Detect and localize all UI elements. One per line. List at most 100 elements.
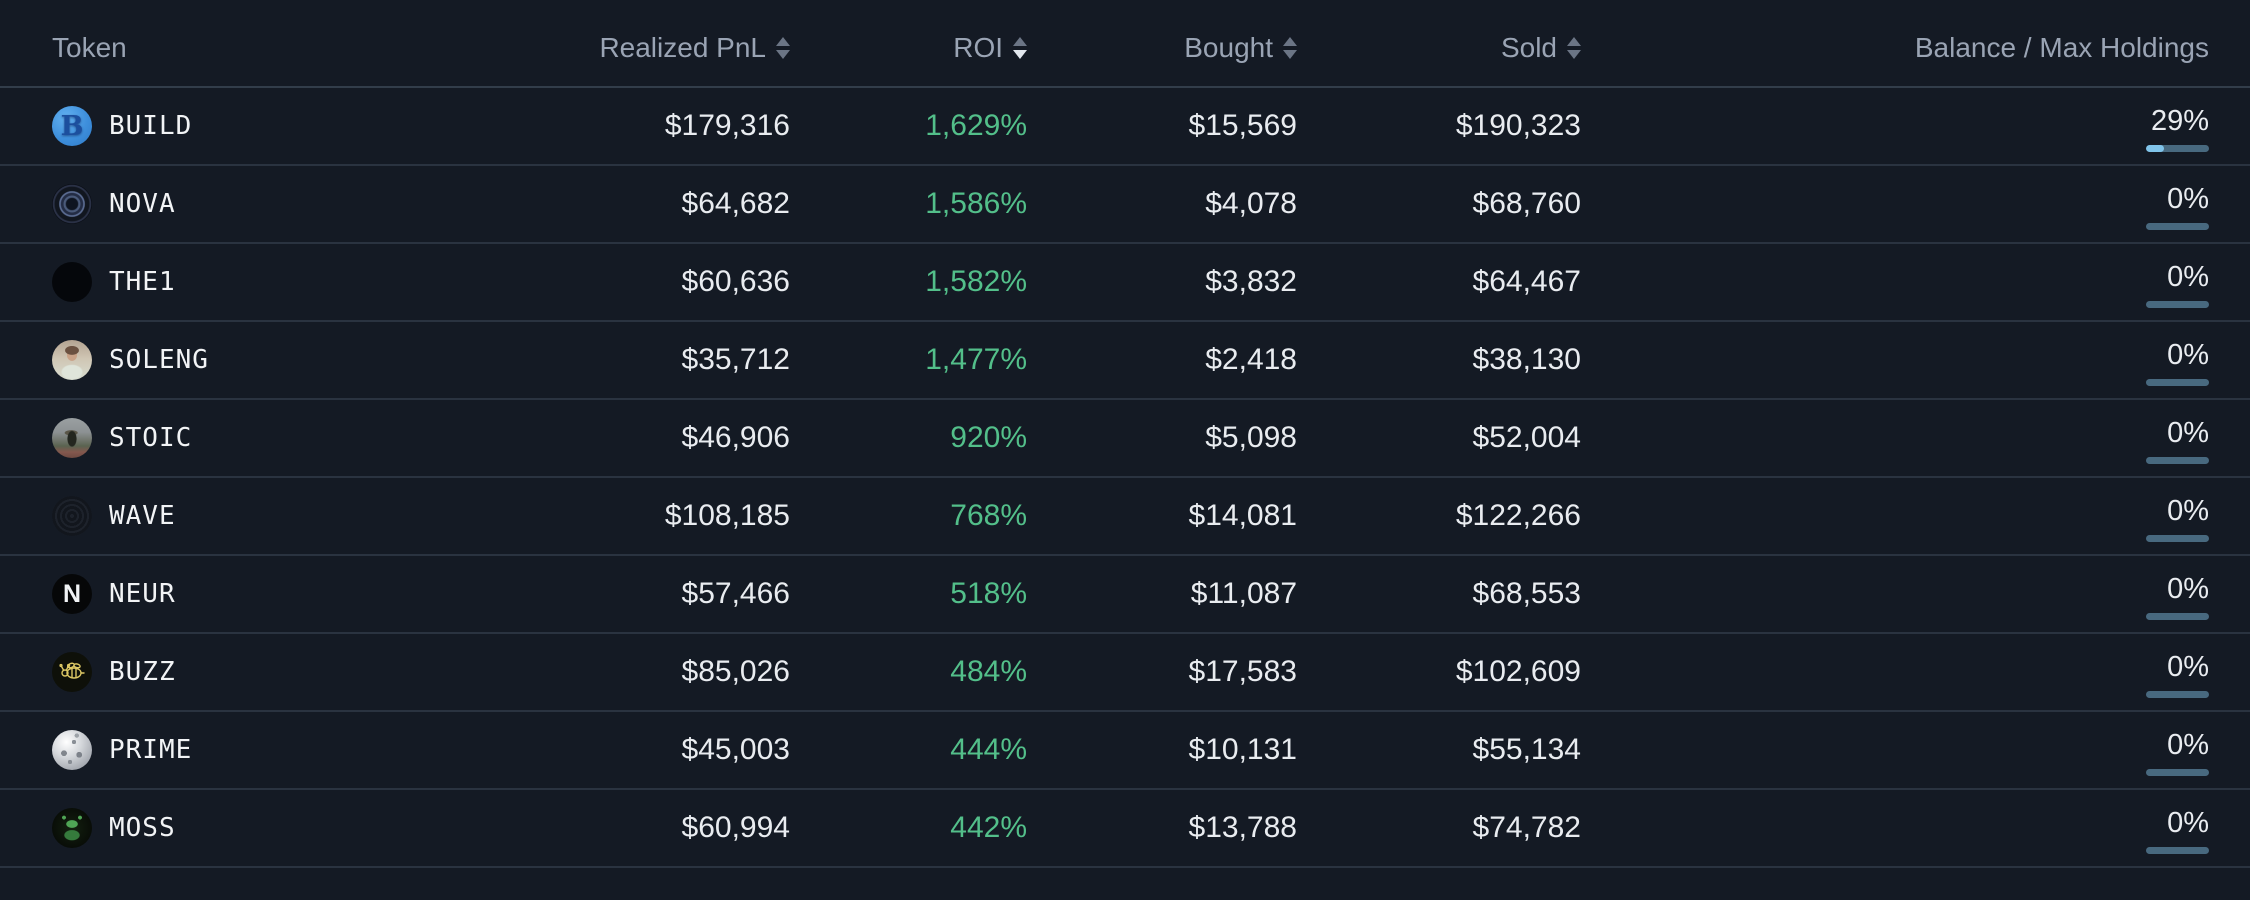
- column-header-sold[interactable]: Sold: [1297, 32, 1581, 64]
- balance-cell: 0%: [1581, 569, 2209, 620]
- column-label: Realized PnL: [599, 32, 766, 63]
- column-header-bought[interactable]: Bought: [1027, 32, 1297, 64]
- table-header: Token Realized PnL ROI Bought Sold Balan…: [0, 0, 2250, 88]
- table-row[interactable]: N: [0, 556, 2250, 634]
- column-label: Bought: [1184, 32, 1273, 63]
- roi-value: 768%: [950, 499, 1027, 532]
- table-row[interactable]: STOIC $46,906 920% $5,098 $52,004 0%: [0, 400, 2250, 478]
- sold-value: $190,323: [1455, 109, 1581, 142]
- token-cell[interactable]: B: [52, 106, 412, 146]
- sold-value: $74,782: [1472, 811, 1581, 844]
- table-row[interactable]: NOVA $64,682 1,586% $4,078 $68,760 0%: [0, 166, 2250, 244]
- sold-value: $68,760: [1472, 187, 1581, 220]
- balance-percent: 0%: [2167, 260, 2209, 293]
- sort-asc-icon: [1013, 37, 1027, 46]
- token-icon: [52, 730, 92, 770]
- token-name: SOLENG: [109, 345, 209, 375]
- column-header-realized-pnl[interactable]: Realized PnL: [412, 32, 790, 64]
- table-row[interactable]: MOSS $60,994 442% $13,788 $74,782 0%: [0, 790, 2250, 868]
- token-icon: [52, 418, 92, 458]
- bought-value: $13,788: [1188, 811, 1297, 844]
- column-header-roi[interactable]: ROI: [790, 32, 1027, 64]
- balance-cell: 0%: [1581, 647, 2209, 698]
- sold-value: $102,609: [1455, 655, 1581, 688]
- token-name: NOVA: [109, 189, 176, 219]
- roi-value: 484%: [950, 655, 1027, 688]
- token-name: BUILD: [109, 111, 193, 141]
- table-row[interactable]: SOLENG $35,712 1,477% $2,418 $38,130 0%: [0, 322, 2250, 400]
- token-icon-letter: B: [60, 110, 84, 142]
- balance-bar: [2146, 456, 2209, 464]
- token-name: MOSS: [109, 813, 176, 843]
- token-icon: [52, 184, 92, 224]
- realized-pnl-value: $46,906: [681, 421, 790, 454]
- balance-cell: 0%: [1581, 725, 2209, 776]
- token-cell[interactable]: BUZZ: [52, 652, 412, 692]
- column-header-balance-max-holdings: Balance / Max Holdings: [1581, 32, 2209, 64]
- token-icon-letter: N: [62, 579, 82, 608]
- sort-desc-icon: [1567, 50, 1581, 59]
- balance-percent: 0%: [2167, 806, 2209, 839]
- sort-arrows-icon[interactable]: [776, 37, 790, 59]
- bought-value: $10,131: [1188, 733, 1297, 766]
- token-cell[interactable]: MOSS: [52, 808, 412, 848]
- sort-asc-icon: [1567, 37, 1581, 46]
- balance-cell: 0%: [1581, 803, 2209, 854]
- balance-bar: [2146, 300, 2209, 308]
- balance-cell: 0%: [1581, 413, 2209, 464]
- token-cell[interactable]: NOVA: [52, 184, 412, 224]
- sold-value: $38,130: [1472, 343, 1581, 376]
- bought-value: $2,418: [1205, 343, 1297, 376]
- token-cell[interactable]: SOLENG: [52, 340, 412, 380]
- sold-value: $64,467: [1472, 265, 1581, 298]
- balance-percent: 0%: [2167, 728, 2209, 761]
- realized-pnl-value: $35,712: [681, 343, 790, 376]
- balance-cell: 0%: [1581, 179, 2209, 230]
- token-cell[interactable]: THE1: [52, 262, 412, 302]
- sort-arrows-icon[interactable]: [1567, 37, 1581, 59]
- bee-icon: [59, 662, 85, 679]
- token-icon: [52, 808, 92, 848]
- table-row[interactable]: B: [0, 88, 2250, 166]
- balance-cell: 0%: [1581, 257, 2209, 308]
- balance-percent: 0%: [2167, 182, 2209, 215]
- roi-value: 444%: [950, 733, 1027, 766]
- sold-value: $122,266: [1455, 499, 1581, 532]
- column-label: Token: [52, 32, 127, 63]
- realized-pnl-value: $60,994: [681, 811, 790, 844]
- table-body: B: [0, 88, 2250, 868]
- token-cell[interactable]: N: [52, 574, 412, 614]
- bought-value: $11,087: [1190, 577, 1297, 610]
- balance-percent: 29%: [2150, 104, 2209, 137]
- column-label: Sold: [1500, 32, 1557, 63]
- bought-value: $5,098: [1205, 421, 1297, 454]
- column-header-token: Token: [52, 32, 412, 64]
- balance-percent: 0%: [2167, 572, 2209, 605]
- table-row[interactable]: THE1 $60,636 1,582% $3,832 $64,467 0%: [0, 244, 2250, 322]
- token-cell[interactable]: WAVE: [52, 496, 412, 536]
- balance-bar: [2146, 846, 2209, 854]
- sort-arrows-icon[interactable]: [1283, 37, 1297, 59]
- table-row[interactable]: WAVE $108,185 768% $14,081 $122,266 0%: [0, 478, 2250, 556]
- table-row[interactable]: BUZZ $85,026 484% $17,583 $102,609 0%: [0, 634, 2250, 712]
- balance-percent: 0%: [2167, 338, 2209, 371]
- token-name: THE1: [109, 267, 176, 297]
- token-cell[interactable]: PRIME: [52, 730, 412, 770]
- token-icon: [52, 652, 92, 692]
- balance-bar: [2146, 534, 2209, 542]
- token-name: BUZZ: [109, 657, 176, 687]
- balance-percent: 0%: [2167, 494, 2209, 527]
- bought-value: $14,081: [1188, 499, 1297, 532]
- table-row[interactable]: PRIME $45,003 444% $10,131 $55,134 0%: [0, 712, 2250, 790]
- roi-value: 920%: [950, 421, 1027, 454]
- realized-pnl-value: $108,185: [664, 499, 790, 532]
- realized-pnl-value: $179,316: [664, 109, 790, 142]
- realized-pnl-value: $85,026: [681, 655, 790, 688]
- sort-arrows-icon[interactable]: [1013, 37, 1027, 59]
- bought-value: $3,832: [1205, 265, 1297, 298]
- balance-percent: 0%: [2167, 416, 2209, 449]
- balance-bar: [2146, 222, 2209, 230]
- bought-value: $4,078: [1205, 187, 1297, 220]
- token-cell[interactable]: STOIC: [52, 418, 412, 458]
- balance-bar: [2146, 768, 2209, 776]
